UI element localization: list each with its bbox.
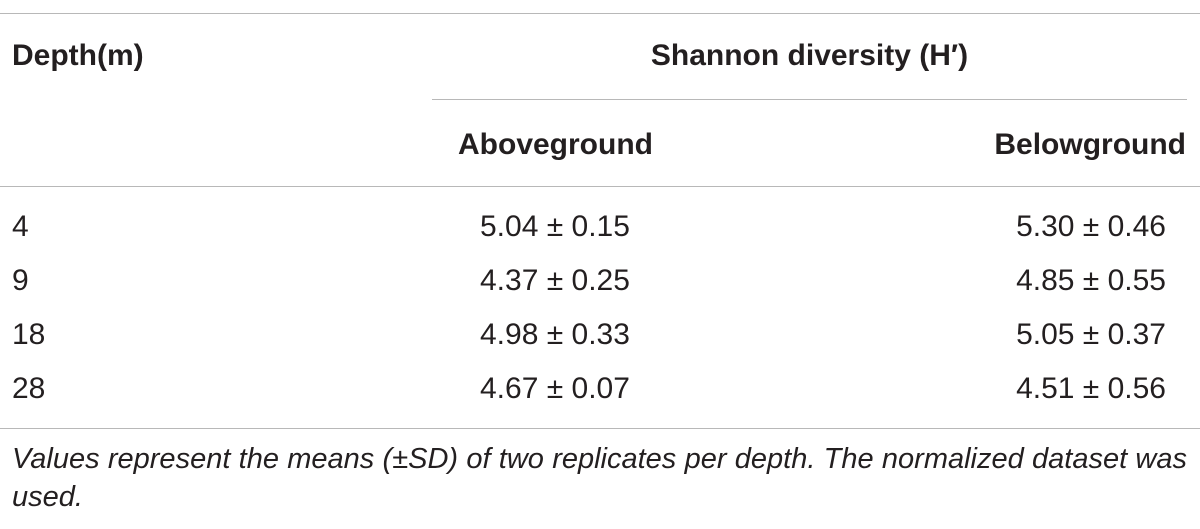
header-group-rule xyxy=(432,99,1187,100)
cell-belowground: 5.30 ± 0.46 xyxy=(1016,210,1166,243)
header-depth: Depth(m) xyxy=(12,39,144,72)
table-footnote: Values represent the means (±SD) of two … xyxy=(12,443,1187,513)
cell-depth: 18 xyxy=(12,318,46,351)
header-belowground: Belowground xyxy=(994,128,1186,161)
table-bottom-rule xyxy=(0,428,1200,429)
header-aboveground: Aboveground xyxy=(458,128,653,161)
table-header-rule xyxy=(0,186,1200,187)
cell-depth: 28 xyxy=(12,372,46,405)
cell-belowground: 5.05 ± 0.37 xyxy=(1016,318,1166,351)
cell-aboveground: 4.67 ± 0.07 xyxy=(480,372,630,405)
cell-aboveground: 4.37 ± 0.25 xyxy=(480,264,630,297)
cell-aboveground: 5.04 ± 0.15 xyxy=(480,210,630,243)
table-row: 9 4.37 ± 0.25 4.85 ± 0.55 xyxy=(0,254,1200,308)
cell-depth: 9 xyxy=(12,264,29,297)
cell-belowground: 4.85 ± 0.55 xyxy=(1016,264,1166,297)
header-shannon-diversity: Shannon diversity (H′) xyxy=(650,39,969,72)
table-row: 4 5.04 ± 0.15 5.30 ± 0.46 xyxy=(0,200,1200,254)
table-row: 18 4.98 ± 0.33 5.05 ± 0.37 xyxy=(0,308,1200,362)
cell-aboveground: 4.98 ± 0.33 xyxy=(480,318,630,351)
table-top-rule xyxy=(0,13,1200,14)
cell-depth: 4 xyxy=(12,210,29,243)
table-row: 28 4.67 ± 0.07 4.51 ± 0.56 xyxy=(0,362,1200,416)
cell-belowground: 4.51 ± 0.56 xyxy=(1016,372,1166,405)
